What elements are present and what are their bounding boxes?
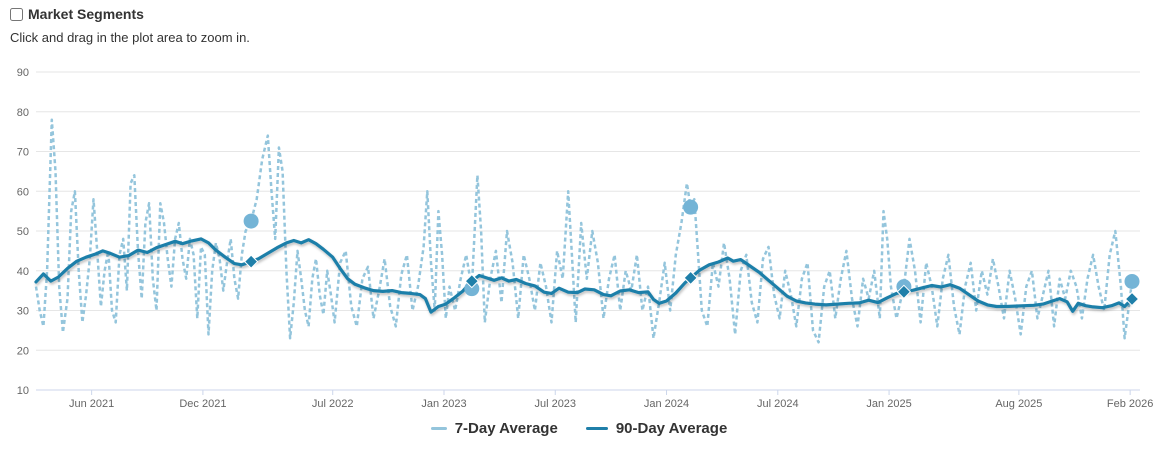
- x-tick-label: Jan 2023: [421, 398, 466, 410]
- x-tick-label: Feb 2026: [1107, 398, 1153, 410]
- y-tick-label: 30: [17, 306, 29, 318]
- y-tick-label: 10: [17, 385, 29, 397]
- zoom-hint-subtitle: Click and drag in the plot area to zoom …: [10, 30, 250, 45]
- marker-circle-7day[interactable]: [683, 199, 699, 215]
- marker-circle-7day[interactable]: [243, 213, 259, 229]
- y-tick-label: 50: [17, 226, 29, 238]
- x-tick-label: Aug 2025: [995, 398, 1042, 410]
- legend-label-7day: 7-Day Average: [454, 420, 558, 437]
- x-tick-label: Dec 2021: [179, 398, 226, 410]
- plot-area[interactable]: 10 20 30 40 50 60 70 80 90 Jun 2021 Dec 2021 Jul 20…: [0, 0, 1158, 415]
- chart-title: Market Segments: [28, 6, 144, 22]
- legend-item-7day-average[interactable]: 7-Day Average: [430, 420, 558, 437]
- x-tick-label: Jun 2021: [69, 398, 114, 410]
- marker-diamond-90day[interactable]: [683, 270, 698, 286]
- legend-line-90day-icon: [585, 427, 608, 430]
- marker-diamond-90day[interactable]: [243, 254, 259, 269]
- chart-legend: 7-Day Average 90-Day Average: [0, 420, 1158, 437]
- x-tick-label: Jan 2024: [644, 398, 689, 410]
- marker-circle-7day[interactable]: [464, 281, 480, 297]
- y-tick-label: 90: [17, 67, 29, 79]
- legend-label-90day: 90-Day Average: [615, 420, 728, 437]
- y-tick-label: 20: [17, 345, 29, 357]
- market-segments-checkbox[interactable]: [10, 7, 23, 21]
- x-tick-label: Jul 2022: [312, 398, 354, 410]
- marker-diamond-90day[interactable]: [896, 284, 912, 300]
- y-tick-label: 40: [17, 266, 29, 278]
- marker-diamond-90day[interactable]: [1124, 291, 1140, 307]
- marker-circle-7day[interactable]: [1124, 273, 1140, 289]
- x-tick-label: Jul 2023: [534, 398, 576, 410]
- marker-diamond-90day[interactable]: [464, 273, 480, 289]
- x-tick-label: Jul 2024: [757, 398, 799, 410]
- legend-line-7day-icon: [430, 427, 447, 430]
- x-tick-label: Jan 2025: [866, 398, 911, 410]
- y-tick-label: 70: [17, 147, 29, 159]
- series-7day-average-line[interactable]: [34, 118, 1134, 344]
- y-tick-label: 60: [17, 186, 29, 198]
- legend-item-90day-average[interactable]: 90-Day Average: [585, 420, 728, 437]
- y-tick-label: 80: [17, 107, 29, 119]
- series-90day-average-line[interactable]: [34, 237, 1134, 314]
- chart-header: Market Segments: [10, 6, 144, 22]
